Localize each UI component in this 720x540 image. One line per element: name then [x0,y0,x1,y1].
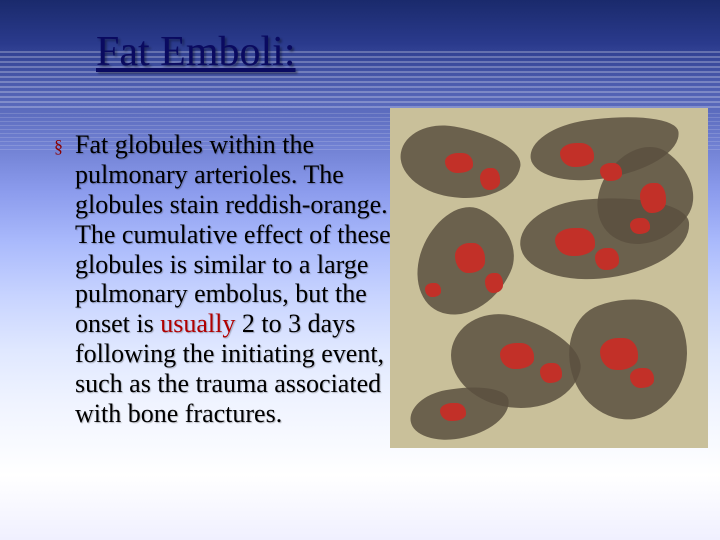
body-content: § Fat globules within the pulmonary arte… [54,130,414,429]
fat-globule [600,163,622,181]
histology-image [390,108,708,448]
bullet-item: § Fat globules within the pulmonary arte… [54,130,414,429]
fat-globule [600,338,638,370]
fat-globule [440,403,466,421]
fat-globule [630,368,654,388]
fat-globule [630,218,650,234]
fat-globule [640,183,666,213]
body-text: Fat globules within the pulmonary arteri… [75,130,414,429]
fat-globule [560,143,594,167]
slide-title: Fat Emboli: [96,28,296,76]
fat-globule [540,363,562,383]
bullet-glyph: § [54,136,63,157]
fat-globule [595,248,619,270]
fat-globule [555,228,595,256]
fat-globule [425,283,441,297]
fat-globule [455,243,485,273]
fat-globule [480,168,500,190]
fat-globule [485,273,503,293]
fat-globule [500,343,534,369]
fat-globule [445,153,473,173]
